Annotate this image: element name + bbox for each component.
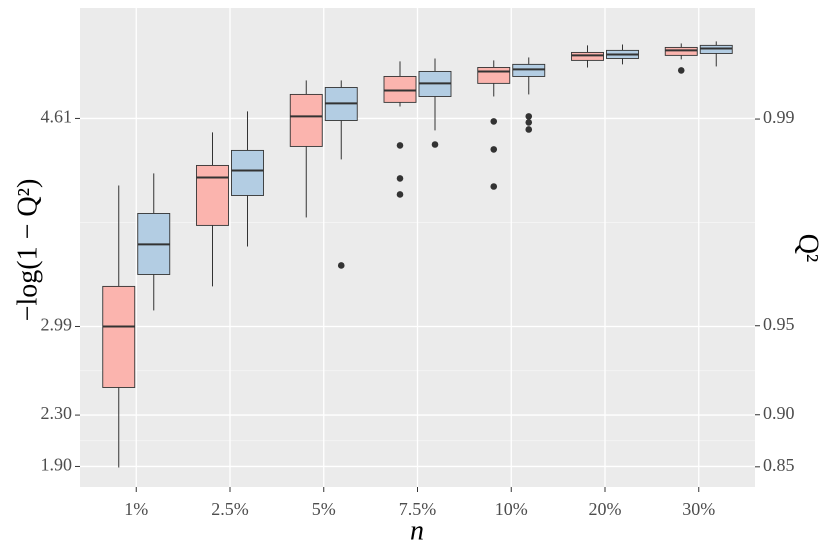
x-tick-label: 30% xyxy=(682,499,715,519)
box xyxy=(383,75,417,103)
outlier xyxy=(431,141,439,148)
outlier xyxy=(337,262,345,269)
box xyxy=(512,63,546,77)
x-tick-label: 5% xyxy=(312,499,336,519)
box xyxy=(571,51,604,61)
y-tick-label: 2.99 xyxy=(41,315,73,335)
outlier xyxy=(677,67,685,74)
outlier xyxy=(490,183,498,190)
outlier xyxy=(396,175,404,182)
box xyxy=(289,93,323,147)
y-axis-title: −log(1 − Q²) xyxy=(12,179,43,322)
outlier xyxy=(490,118,498,125)
outlier xyxy=(525,126,533,133)
grid xyxy=(80,8,755,487)
box xyxy=(477,67,511,84)
y-tick-label: 1.90 xyxy=(41,455,73,475)
outlier xyxy=(525,119,533,126)
y-tick-label: 4.61 xyxy=(41,107,73,127)
box xyxy=(102,285,136,388)
y2-tick-label: 0.85 xyxy=(763,455,795,475)
y2-axis-title: Q² xyxy=(793,234,824,263)
outlier xyxy=(396,142,404,149)
box xyxy=(196,164,229,226)
outlier xyxy=(490,146,498,153)
box xyxy=(231,149,264,196)
x-axis-title: n xyxy=(410,515,424,546)
x-tick-label: 20% xyxy=(589,499,622,519)
y2-tick-label: 0.99 xyxy=(763,107,795,127)
marks xyxy=(102,41,733,468)
x-tick-label: 7.5% xyxy=(399,499,437,519)
x-tick-label: 10% xyxy=(495,499,528,519)
x-tick-label: 1% xyxy=(124,499,148,519)
y2-tick-label: 0.95 xyxy=(763,314,795,334)
outlier xyxy=(525,113,533,120)
x-tick-label: 2.5% xyxy=(211,499,249,519)
y2-tick-label: 0.90 xyxy=(763,403,795,423)
box xyxy=(664,46,698,56)
y-tick-label: 2.30 xyxy=(41,403,73,423)
outlier xyxy=(396,191,404,198)
